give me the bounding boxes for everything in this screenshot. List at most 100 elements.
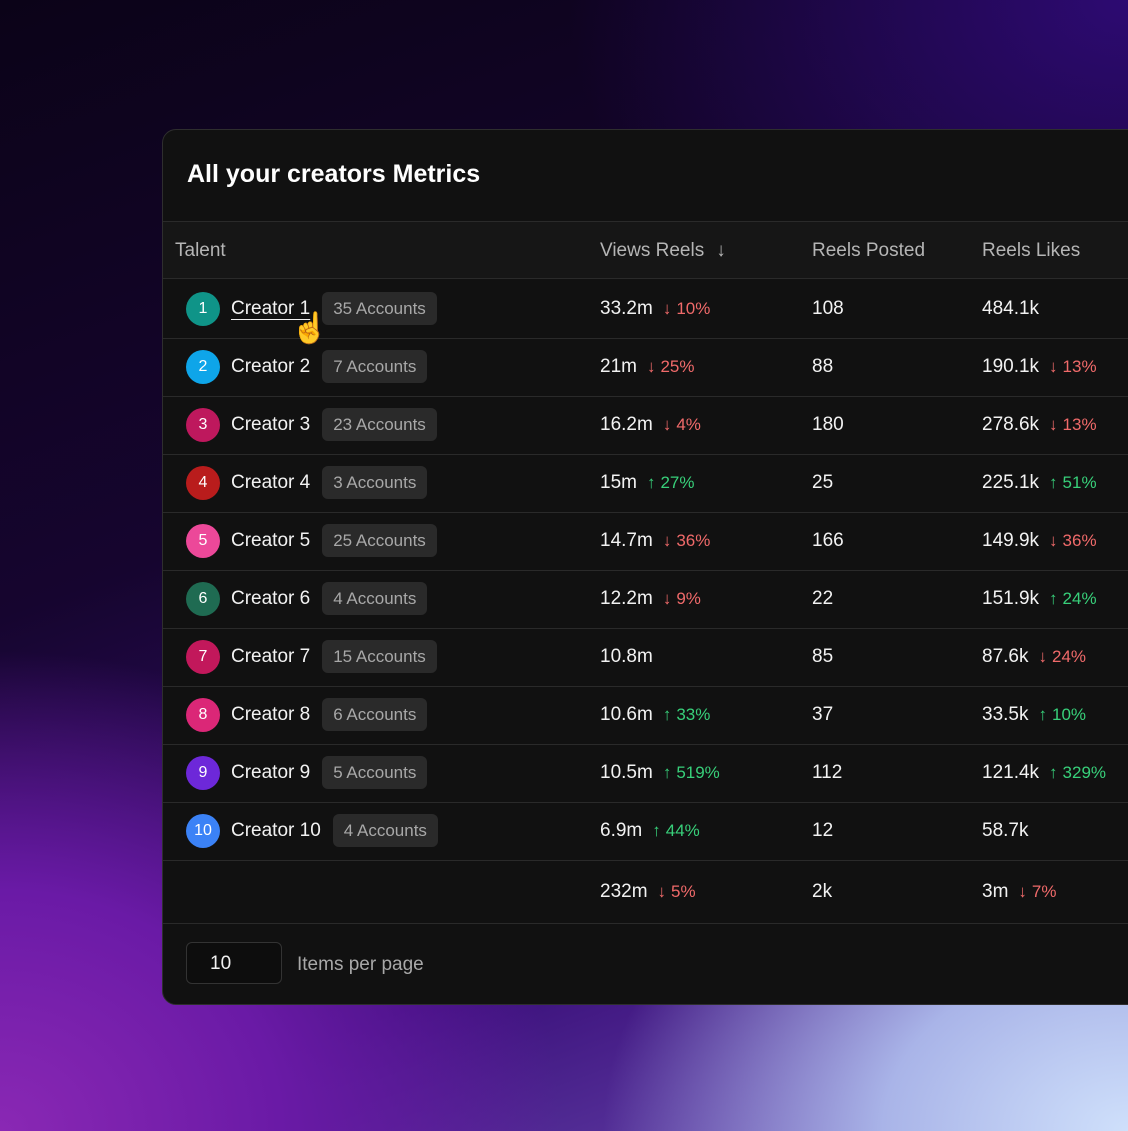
- creator-name[interactable]: Creator 9: [231, 762, 311, 783]
- views-value: 16.2m: [600, 414, 653, 435]
- change-indicator: 7%: [1018, 882, 1056, 901]
- likes-value: 190.1k: [982, 356, 1040, 377]
- total-likes: 3m 7%: [982, 881, 1056, 903]
- posted-cell: 85: [812, 646, 834, 667]
- creator-name[interactable]: Creator 5: [231, 530, 311, 551]
- creator-name[interactable]: Creator 2: [231, 356, 311, 377]
- views-value: 6.9m: [600, 820, 643, 841]
- creator-name[interactable]: Creator 8: [231, 704, 311, 725]
- likes-value: 151.9k: [982, 588, 1040, 609]
- views-cell: 16.2m 4%: [600, 414, 701, 436]
- likes-value: 278.6k: [982, 414, 1040, 435]
- likes-cell: 190.1k 13%: [982, 356, 1097, 378]
- avatar: 5: [186, 524, 220, 558]
- likes-value: 33.5k: [982, 704, 1029, 725]
- views-cell: 21m 25%: [600, 356, 695, 378]
- totals-row: 232m 5% 2k 3m 7%: [163, 861, 1128, 924]
- views-value: 14.7m: [600, 530, 653, 551]
- table-row[interactable]: 2 Creator 2 7 Accounts 21m 25% 88 190.1k 13%: [163, 339, 1128, 397]
- views-value: 10.5m: [600, 762, 653, 783]
- posted-cell: 108: [812, 298, 844, 319]
- likes-cell: 58.7k: [982, 820, 1028, 842]
- total-views-value: 232m: [600, 881, 648, 902]
- table-row[interactable]: 10 Creator 10 4 Accounts 6.9m 44% 12 58.7k: [163, 803, 1128, 861]
- table-row[interactable]: 6 Creator 6 4 Accounts 12.2m 9% 22 151.9k 24%: [163, 571, 1128, 629]
- creator-name[interactable]: Creator 7: [231, 646, 311, 667]
- per-page-input[interactable]: 10: [186, 942, 282, 984]
- column-header[interactable]: Reels Likes: [982, 240, 1080, 262]
- avatar: 9: [186, 756, 220, 790]
- card-title: All your creators Metrics: [187, 160, 481, 188]
- column-header[interactable]: Reels Posted: [812, 240, 925, 262]
- table-row[interactable]: 8 Creator 8 6 Accounts 10.6m 33% 37 33.5k 10%: [163, 687, 1128, 745]
- pointer-cursor: ☝: [291, 312, 329, 345]
- column-header[interactable]: Talent: [175, 240, 226, 262]
- creator-name[interactable]: Creator 1: [231, 298, 311, 319]
- posted-cell: 25: [812, 472, 834, 493]
- accounts-badge: 7 Accounts: [322, 350, 428, 383]
- change-indicator: 519%: [663, 763, 720, 782]
- change-indicator: 13%: [1049, 415, 1097, 434]
- creator-name[interactable]: Creator 4: [231, 472, 311, 493]
- avatar: 10: [186, 814, 220, 848]
- sort-icon: ↓: [716, 240, 726, 261]
- creator-name[interactable]: Creator 10: [231, 820, 321, 841]
- change-indicator: 36%: [1049, 531, 1097, 550]
- change-indicator: 25%: [647, 357, 695, 376]
- creator-name[interactable]: Creator 6: [231, 588, 311, 609]
- posted-cell: 112: [812, 762, 843, 783]
- change-indicator: 44%: [652, 821, 700, 840]
- table-row[interactable]: 7 Creator 7 15 Accounts 10.8m 85 87.6k 24%: [163, 629, 1128, 687]
- table-row[interactable]: 5 Creator 5 25 Accounts 14.7m 36% 166 149.9k 36…: [163, 513, 1128, 571]
- views-value: 12.2m: [600, 588, 653, 609]
- change-indicator: 24%: [1038, 647, 1086, 666]
- table-row[interactable]: 9 Creator 9 5 Accounts 10.5m 519% 112 121.4k 32…: [163, 745, 1128, 803]
- per-page-value: 10: [210, 953, 232, 974]
- table-row[interactable]: 4 Creator 4 3 Accounts 15m 27% 25 225.1k 51%: [163, 455, 1128, 513]
- likes-cell: 149.9k 36%: [982, 530, 1097, 552]
- column-header-text: Talent: [175, 240, 226, 261]
- change-indicator: 27%: [647, 473, 695, 492]
- accounts-badge: 5 Accounts: [322, 756, 428, 789]
- views-cell: 10.8m: [600, 646, 653, 668]
- posted-cell: 180: [812, 414, 844, 435]
- views-cell: 12.2m 9%: [600, 588, 701, 610]
- total-views: 232m 5%: [600, 881, 696, 903]
- posted-cell: 88: [812, 356, 834, 377]
- change-indicator: 24%: [1049, 589, 1097, 608]
- likes-cell: 87.6k 24%: [982, 646, 1086, 668]
- accounts-badge: 6 Accounts: [322, 698, 428, 731]
- posted-cell: 37: [812, 704, 834, 725]
- views-cell: 10.6m 33%: [600, 704, 710, 726]
- accounts-badge: 3 Accounts: [322, 466, 428, 499]
- pagination: 10 Items per page: [163, 923, 1128, 1004]
- avatar: 6: [186, 582, 220, 616]
- likes-value: 484.1k: [982, 298, 1040, 319]
- likes-value: 87.6k: [982, 646, 1029, 667]
- accounts-badge: 23 Accounts: [322, 408, 437, 441]
- likes-value: 121.4k: [982, 762, 1040, 783]
- avatar: 1: [186, 292, 220, 326]
- views-value: 10.6m: [600, 704, 653, 725]
- likes-value: 58.7k: [982, 820, 1029, 841]
- creator-name[interactable]: Creator 3: [231, 414, 311, 435]
- change-indicator: 10%: [663, 299, 711, 318]
- likes-cell: 151.9k 24%: [982, 588, 1097, 610]
- table-row[interactable]: 3 Creator 3 23 Accounts 16.2m 4% 180 278.6k 13%: [163, 397, 1128, 455]
- likes-value: 149.9k: [982, 530, 1040, 551]
- likes-cell: 121.4k 329%: [982, 762, 1106, 784]
- views-cell: 6.9m 44%: [600, 820, 700, 842]
- avatar: 3: [186, 408, 220, 442]
- table-row[interactable]: 1 Creator 1 35 Accounts☝ 33.2m 10% 108 484.1k: [163, 281, 1128, 345]
- per-page-label: Items per page: [297, 954, 424, 975]
- posted-cell: 166: [812, 530, 844, 551]
- change-indicator: 36%: [663, 531, 711, 550]
- column-header[interactable]: Views Reels ↓: [600, 240, 726, 262]
- change-indicator: 13%: [1049, 357, 1097, 376]
- avatar: 8: [186, 698, 220, 732]
- views-cell: 33.2m 10%: [600, 298, 710, 320]
- change-indicator: 5%: [658, 882, 696, 901]
- likes-cell: 278.6k 13%: [982, 414, 1097, 436]
